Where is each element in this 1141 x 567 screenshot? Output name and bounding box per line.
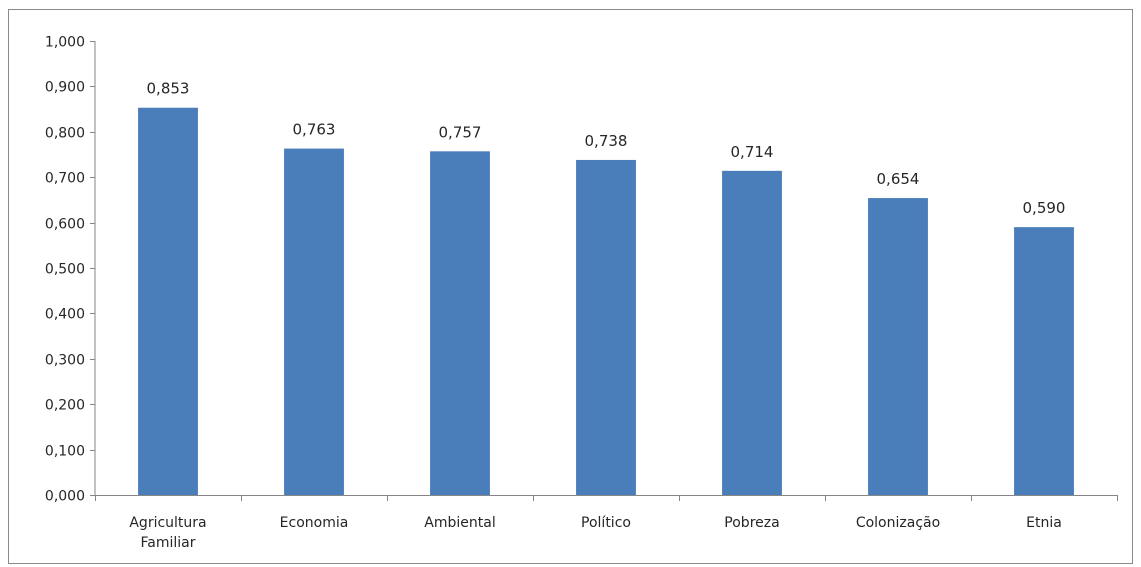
bar (868, 198, 928, 495)
data-label: 0,590 (1023, 199, 1066, 217)
data-label: 0,853 (147, 80, 190, 98)
bar (722, 171, 782, 495)
category-label: Agricultura (129, 515, 206, 531)
y-tick-label: 0,600 (45, 217, 85, 233)
y-axis: 0,000 0,100 0,200 0,300 0,400 0,500 0,600 0,700… (45, 35, 95, 505)
data-label: 0,763 (293, 121, 336, 139)
data-label: 0,757 (439, 123, 482, 141)
y-tick-label: 0,900 (45, 80, 85, 96)
y-tick-label: 0,000 (45, 489, 85, 505)
category-label: Ambiental (424, 515, 495, 531)
category-label: Colonização (856, 515, 940, 531)
data-label: 0,738 (585, 132, 628, 150)
bars (138, 108, 1074, 495)
category-label: Etnia (1026, 515, 1062, 531)
y-tick-label: 0,500 (45, 262, 85, 278)
bar (576, 160, 636, 495)
category-label: Economia (280, 515, 349, 531)
data-label: 0,654 (877, 170, 920, 188)
y-tick-label: 0,800 (45, 126, 85, 142)
category-labels: Agricultura Familiar Economia Ambiental Polí… (129, 515, 1061, 551)
category-label: Pobreza (724, 515, 779, 531)
y-tick-label: 0,300 (45, 353, 85, 369)
y-tick-label: 0,400 (45, 307, 85, 323)
x-axis (95, 495, 1118, 501)
category-label: Familiar (141, 535, 196, 551)
bar (430, 151, 490, 495)
bar (138, 108, 198, 495)
y-tick-label: 1,000 (45, 35, 85, 51)
bar (1014, 227, 1074, 495)
y-tick-label: 0,100 (45, 444, 85, 460)
y-tick-label: 0,700 (45, 171, 85, 187)
data-label: 0,714 (731, 143, 774, 161)
y-tick-label: 0,200 (45, 398, 85, 414)
category-label: Político (581, 515, 631, 531)
bar (284, 149, 344, 495)
